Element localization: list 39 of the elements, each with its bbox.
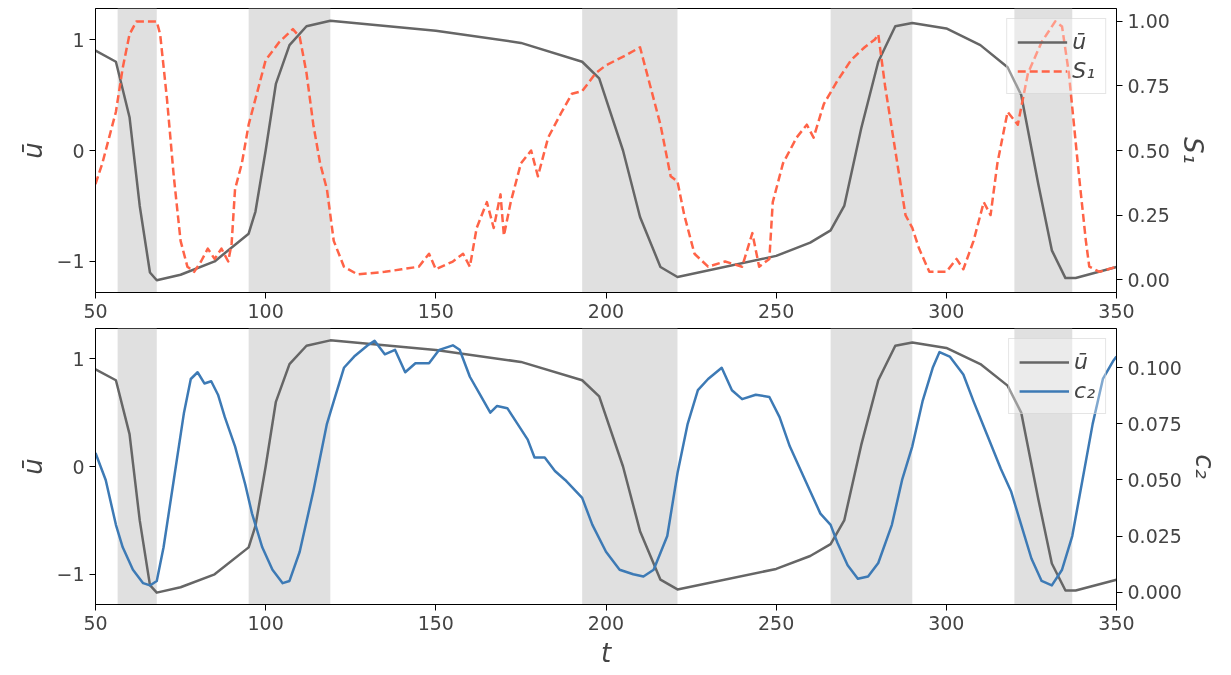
- x-tick-label: 250: [758, 299, 795, 322]
- legend-label: ū: [1072, 29, 1088, 54]
- y2-tick-label: 0.075: [1127, 412, 1182, 435]
- legend-label: S₁: [1072, 58, 1095, 83]
- y-axis-title: ū: [18, 142, 49, 159]
- y2-tick-label: 0.100: [1127, 356, 1182, 379]
- x-tick-label: 300: [928, 299, 965, 322]
- x-tick-label: 150: [417, 299, 454, 322]
- y2-tick-label: 0.00: [1127, 268, 1170, 291]
- y2-axis-title: S₁: [1177, 137, 1208, 164]
- x-tick-label: 350: [1098, 299, 1135, 322]
- y-tick-label: −1: [56, 250, 85, 273]
- x-tick-label: 200: [587, 299, 625, 322]
- y2-axis-title: c₂: [1189, 454, 1220, 479]
- y-tick-label: 1: [72, 28, 85, 51]
- y2-tick-label: 1.00: [1127, 10, 1170, 33]
- legend-label: ū: [1074, 349, 1090, 374]
- y-tick-label: 0: [72, 139, 85, 162]
- y-axis-title: ū: [18, 458, 49, 475]
- y2-tick-label: 0.000: [1127, 581, 1182, 604]
- y2-tick-label: 0.025: [1127, 525, 1182, 548]
- x-axis-title: t: [600, 637, 612, 668]
- x-tick-label: 150: [417, 611, 454, 634]
- x-tick-label: 100: [247, 299, 284, 322]
- x-tick-label: 200: [587, 611, 625, 634]
- y-tick-label: 1: [72, 347, 85, 370]
- x-tick-label: 50: [83, 299, 108, 322]
- y-tick-label: 0: [72, 455, 85, 478]
- y2-tick-label: 0.75: [1127, 74, 1170, 97]
- x-tick-label: 50: [83, 611, 108, 634]
- x-tick-label: 100: [247, 611, 284, 634]
- x-tick-label: 250: [758, 611, 795, 634]
- y2-tick-label: 0.25: [1127, 204, 1170, 227]
- y-tick-label: −1: [56, 563, 85, 586]
- legend-label: c₂: [1074, 378, 1095, 403]
- x-tick-label: 350: [1098, 611, 1135, 634]
- y2-tick-label: 0.50: [1127, 139, 1170, 162]
- y2-tick-label: 0.050: [1127, 468, 1182, 491]
- x-tick-label: 300: [928, 611, 965, 634]
